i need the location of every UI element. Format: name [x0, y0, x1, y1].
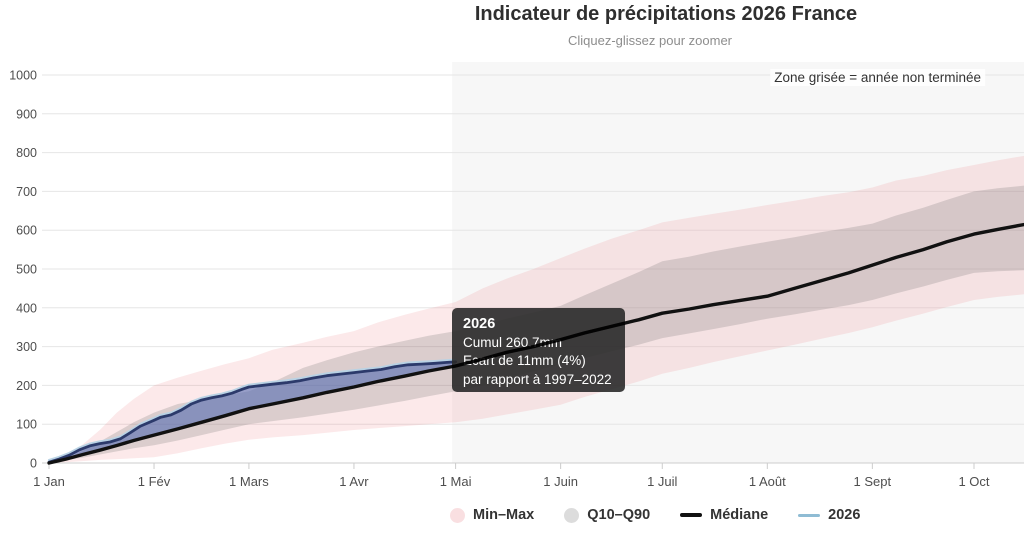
q10-q90-marker-icon	[564, 507, 580, 523]
legend-label: Q10–Q90	[587, 507, 651, 523]
legend-label: Médiane	[710, 507, 769, 523]
chart-legend: Min–Max Q10–Q90 Médiane 2026	[450, 507, 860, 523]
y-axis-label: 100	[16, 418, 37, 432]
y-axis-label: 0	[30, 457, 37, 471]
x-axis-label: 1 Août	[749, 474, 786, 489]
x-axis-label: 1 Oct	[958, 474, 989, 489]
tooltip-cumul: Cumul 260.7mm	[463, 334, 563, 350]
x-axis-label: 1 Avr	[339, 474, 369, 489]
page-title: Indicateur de précipitations 2026 France	[474, 3, 858, 25]
legend-item-mediane[interactable]: Médiane	[680, 507, 768, 523]
chart-subtitle: Cliquez-glissez pour zoomer	[567, 33, 733, 48]
legend-label: 2026	[828, 507, 861, 523]
y-axis-label: 200	[16, 379, 37, 393]
chart-tooltip: 2026 Cumul 260.7mm Ecart de 11mm (4%) pa…	[452, 308, 625, 392]
tooltip-year: 2026	[463, 316, 496, 332]
min-max-marker-icon	[450, 507, 465, 523]
tooltip-ecart: Ecart de 11mm (4%)	[463, 353, 586, 368]
x-axis-label: 1 Fév	[138, 474, 171, 489]
x-axis-label: 1 Jan	[33, 474, 65, 489]
line-2026-marker-icon	[798, 513, 821, 517]
legend-item-q10-q90[interactable]: Q10–Q90	[564, 507, 650, 523]
y-axis-label: 1000	[9, 69, 37, 83]
legend-item-2026[interactable]: 2026	[798, 507, 860, 523]
x-axis-label: 1 Sept	[854, 474, 892, 489]
legend-label: Min–Max	[473, 507, 535, 523]
y-axis-label: 400	[16, 301, 37, 315]
x-axis-label: 1 Juil	[647, 474, 677, 489]
x-axis-label: 1 Juin	[543, 474, 578, 489]
unfinished-year-note: Zone grisée = année non terminée	[770, 69, 985, 86]
y-axis-label: 900	[16, 107, 37, 121]
y-axis-label: 600	[16, 224, 37, 238]
x-axis-label: 1 Mai	[440, 474, 472, 489]
y-axis-label: 800	[16, 146, 37, 160]
band-2026-vs-mediane	[49, 361, 456, 463]
x-axis-label: 1 Mars	[229, 474, 269, 489]
mediane-marker-icon	[680, 513, 703, 517]
line-2026	[47, 360, 458, 464]
line-2026-light	[47, 358, 457, 462]
y-axis-label: 300	[16, 340, 37, 354]
y-axis-label: 500	[16, 263, 37, 277]
unfinished-year-zone	[452, 62, 1024, 463]
tooltip-reference: par rapport à 1997–2022	[463, 371, 612, 387]
y-axis-label: 700	[16, 185, 37, 199]
legend-item-min-max[interactable]: Min–Max	[450, 507, 534, 523]
